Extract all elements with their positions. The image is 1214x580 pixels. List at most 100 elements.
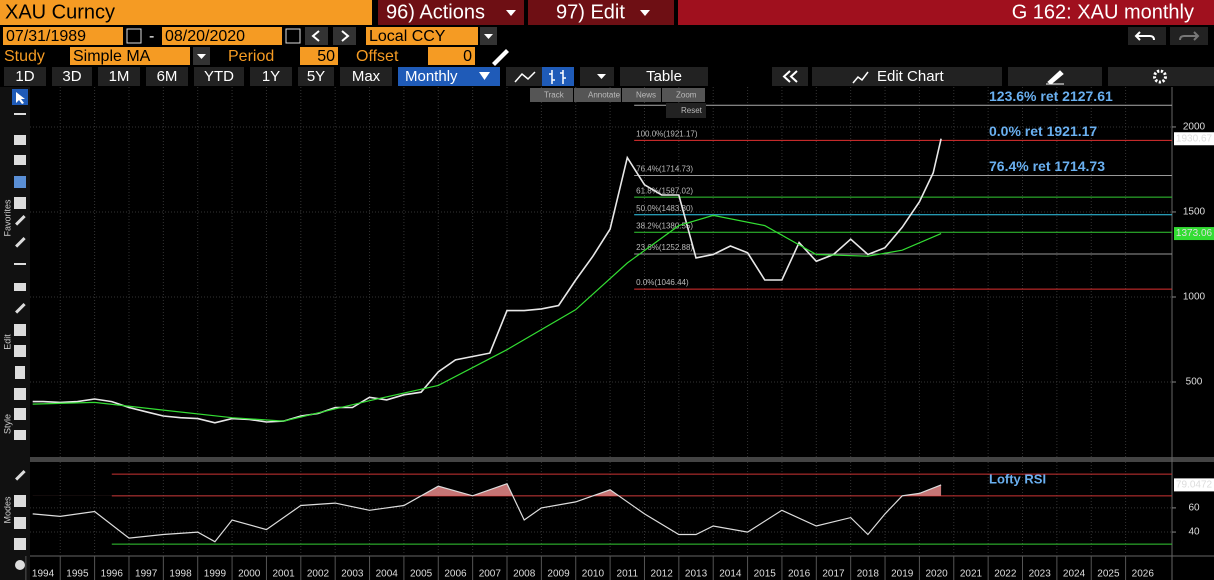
tool-icon[interactable] — [14, 155, 26, 165]
calendar-icon[interactable] — [126, 28, 142, 44]
tool-button[interactable] — [530, 88, 573, 102]
date-dash: - — [149, 28, 154, 45]
tool-icon[interactable] — [14, 135, 26, 145]
tab-label: Max — [352, 68, 381, 85]
series-line — [32, 138, 942, 424]
tool-icon[interactable] — [14, 263, 26, 265]
series-line — [32, 214, 942, 422]
tool-icon[interactable] — [15, 215, 26, 226]
tool-label: Track — [544, 91, 565, 100]
edit-chart-label: Edit Chart — [877, 68, 945, 85]
tool-icon[interactable] — [14, 408, 26, 420]
tool-icon[interactable] — [14, 176, 26, 188]
edit-label: 97) Edit — [556, 1, 625, 23]
fib-tag: 100.0%(1921.17) — [636, 129, 698, 138]
settings-icon — [1153, 69, 1167, 84]
tab-button[interactable] — [250, 67, 292, 86]
y-tick-label: 500 — [1186, 377, 1203, 388]
tool-button[interactable] — [574, 88, 621, 102]
tool-icon[interactable] — [14, 283, 26, 291]
x-tick-label: 1997 — [135, 569, 158, 580]
study: Simple MA — [73, 48, 151, 65]
tool-icon[interactable] — [14, 517, 26, 529]
fib-label: 76.4% ret 1714.73 — [989, 158, 1105, 174]
bar-icon — [549, 70, 566, 84]
tab-button[interactable] — [4, 67, 46, 86]
x-tick-label: 2001 — [273, 569, 296, 580]
tab-button[interactable] — [98, 67, 140, 86]
tab-button[interactable] — [52, 67, 92, 86]
tool-icon[interactable] — [14, 113, 26, 115]
tool-button[interactable] — [662, 88, 705, 102]
last-value-box — [1174, 478, 1214, 492]
edit-chart-button[interactable] — [812, 67, 1002, 86]
reset-button[interactable] — [666, 103, 706, 118]
dropdown-arrow — [640, 10, 650, 16]
fib-tag: 76.4%(1714.73) — [636, 165, 693, 174]
tool-icon[interactable] — [15, 366, 25, 379]
tool-icon[interactable] — [14, 430, 26, 440]
fib-tag: 23.6%(1252.88) — [636, 243, 693, 252]
next-button[interactable] — [333, 27, 356, 45]
table-label: Table — [646, 68, 682, 85]
study-label: Study — [4, 48, 45, 65]
y-tick-label: 1000 — [1183, 292, 1206, 303]
tab-button[interactable] — [146, 67, 188, 86]
frequency-select[interactable] — [398, 67, 500, 86]
table-button[interactable] — [620, 67, 708, 86]
panel: 100.0%(1921.17) 76.4%(1714.73) 61.8%(1587.… — [30, 87, 1172, 457]
settings-button[interactable] — [1108, 67, 1214, 86]
tool-icon[interactable] — [14, 388, 26, 400]
tool-button[interactable] — [622, 88, 661, 102]
dropdown-arrow — [484, 34, 493, 39]
security-box[interactable] — [0, 0, 372, 25]
study-select[interactable] — [70, 47, 190, 65]
fib-tag: 61.8%(1587.02) — [636, 186, 693, 195]
style-dropdown[interactable] — [580, 67, 614, 86]
tab-label: 1Y — [262, 68, 280, 85]
bar-style-button[interactable] — [542, 67, 574, 86]
fib-label: 0.0% ret 1921.17 — [989, 123, 1097, 139]
tool-icon[interactable] — [14, 538, 26, 550]
end-date-input[interactable] — [162, 27, 282, 45]
x-tick-label: 2000 — [238, 569, 261, 580]
tool-icon[interactable] — [15, 237, 26, 248]
panel — [30, 462, 1172, 555]
x-tick-label: 2002 — [307, 569, 330, 580]
x-tick-label: 2019 — [891, 569, 914, 580]
tool-icon[interactable] — [14, 197, 26, 209]
prev-button[interactable] — [305, 27, 328, 45]
sidebar-label: Favorites — [2, 199, 12, 237]
edit-menu[interactable] — [528, 0, 674, 25]
tab-button[interactable] — [194, 67, 244, 86]
tool-icon[interactable] — [14, 495, 26, 507]
chart-toolbar: Track Annotate News Zoom Reset — [530, 88, 706, 118]
tab-button[interactable] — [340, 67, 392, 86]
fib-tag: 0.0%(1046.44) — [636, 278, 689, 287]
panel-divider[interactable] — [30, 457, 1214, 462]
tab-label: 5Y — [307, 68, 325, 85]
x-tick-label: 2009 — [547, 569, 570, 580]
tool-icon[interactable] — [15, 303, 26, 314]
tool-label: Zoom — [676, 91, 697, 100]
window-title: G 162: XAU monthly — [1012, 1, 1194, 23]
tool-icon[interactable] — [14, 345, 26, 357]
calendar-icon[interactable] — [285, 28, 301, 44]
actions-menu[interactable] — [378, 0, 524, 25]
dropdown-arrow — [197, 54, 206, 59]
offset-input[interactable] — [428, 47, 475, 65]
start-date-input[interactable] — [3, 27, 123, 45]
tool-icon[interactable] — [14, 324, 26, 336]
period-input[interactable] — [300, 47, 338, 65]
x-tick-label: 1998 — [169, 569, 192, 580]
y-tick-label: 40 — [1188, 527, 1200, 538]
tool-icon[interactable] — [15, 560, 25, 570]
dropdown-arrow — [479, 72, 490, 80]
frequency: Monthly — [405, 68, 458, 85]
tool-icon[interactable] — [15, 470, 26, 481]
fib-tag: 38.2%(1380.55) — [636, 221, 693, 230]
tab-button[interactable] — [298, 67, 334, 86]
pen-icon[interactable] — [492, 49, 509, 66]
currency-select[interactable] — [366, 27, 478, 45]
